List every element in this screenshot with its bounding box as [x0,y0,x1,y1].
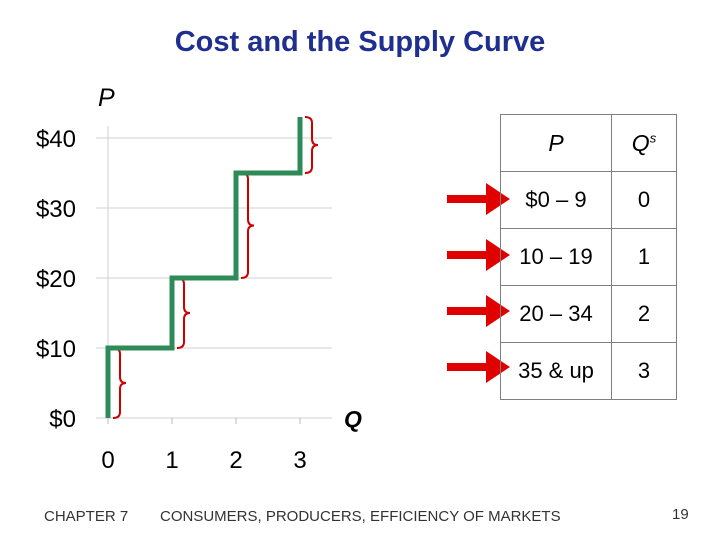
table-row: 10 – 19 1 [500,228,677,286]
supply-schedule-table: P Qs $0 – 9 0 10 – 19 1 20 – 34 2 35 & u… [500,114,677,400]
slide-title: Cost and the Supply Curve [174,26,546,58]
table-row: $0 – 9 0 [500,171,677,229]
table-cell-quantity: 2 [611,285,677,343]
row-pointer-arrow [447,239,510,271]
x-axis-label: Q [344,406,362,432]
y-tick-label: $10 [36,336,76,363]
row-pointer-arrow [447,351,510,383]
price-range-brace [240,172,255,279]
price-range-brace [176,277,191,349]
table-header-row: P Qs [500,114,677,172]
table-header-q-superscript: s [649,129,657,145]
table-row: 35 & up 3 [500,342,677,400]
table-cell-price: $0 – 9 [500,171,612,229]
y-tick-label: $40 [36,126,76,153]
supply-curve-line [105,117,303,418]
table-cell-price: 35 & up [500,342,612,400]
price-range-brace [304,116,319,174]
table-cell-price: 10 – 19 [500,228,612,286]
footer-title: CONSUMERS, PRODUCERS, EFFICIENCY OF MARK… [160,508,561,525]
x-tick-label: 0 [101,447,114,474]
table-cell-price: 20 – 34 [500,285,612,343]
table-header-quantity: Qs [611,114,677,172]
row-pointer-arrow [447,295,510,327]
table-row: 20 – 34 2 [500,285,677,343]
table-header-q: Q [631,129,650,156]
x-tick-label: 3 [293,447,306,474]
row-pointer-arrow [447,183,510,215]
y-tick-label: $20 [36,266,76,293]
page-number: 19 [672,506,689,523]
x-tick-label: 2 [229,447,242,474]
table-cell-quantity: 1 [611,228,677,286]
table-cell-quantity: 3 [611,342,677,400]
y-tick-label: $0 [49,406,76,433]
x-tick-label: 1 [165,447,178,474]
table-header-price: P [500,114,612,172]
y-tick-label: $30 [36,196,76,223]
y-axis-label: P [98,84,115,112]
price-range-brace [112,347,127,419]
footer-chapter: CHAPTER 7 [44,508,129,525]
table-cell-quantity: 0 [611,171,677,229]
